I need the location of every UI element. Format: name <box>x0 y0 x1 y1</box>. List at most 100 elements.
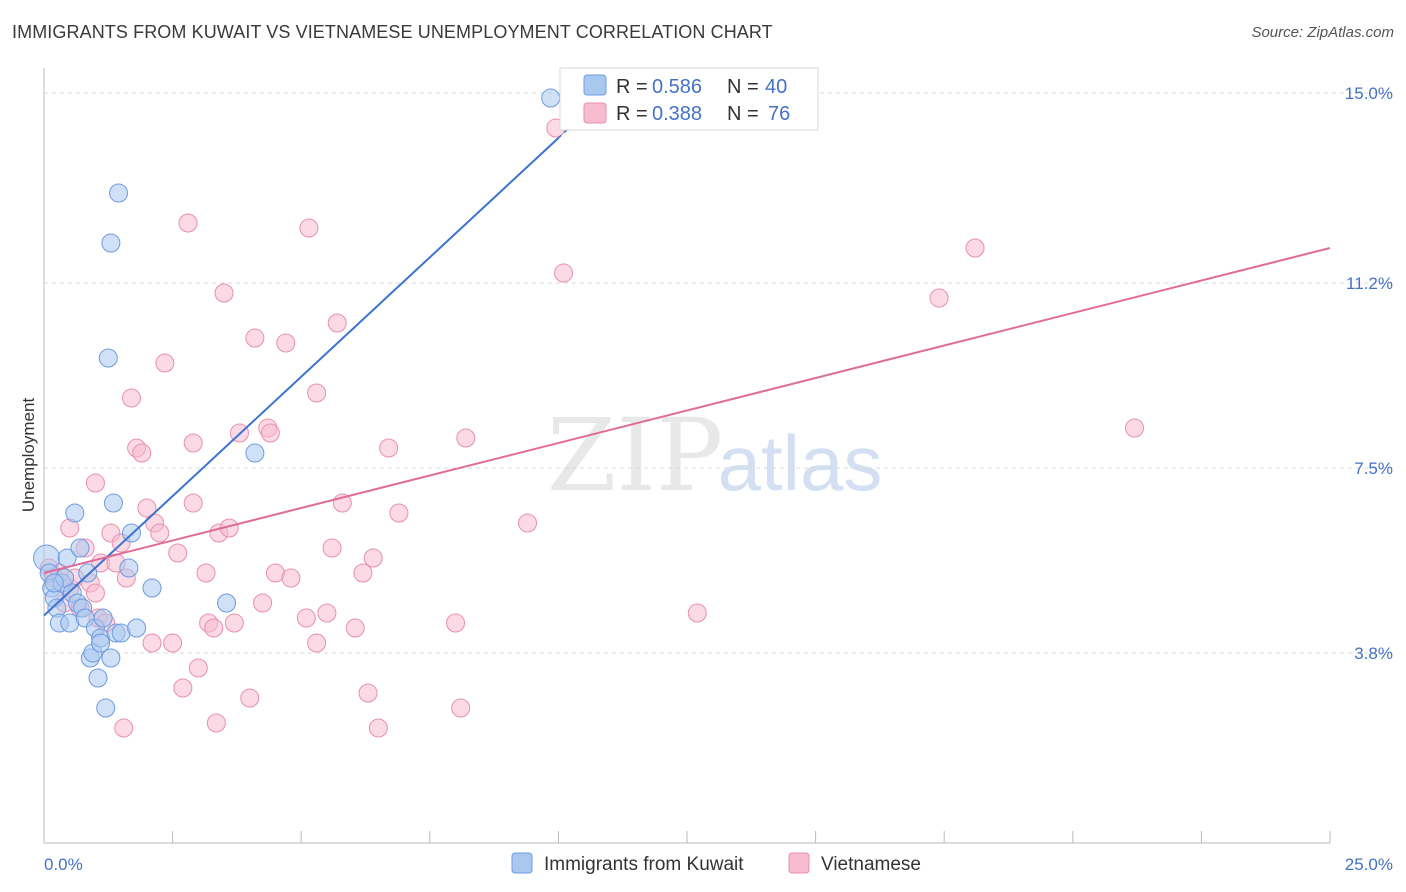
series-kuwait-points <box>33 88 561 718</box>
y-tick-label: 15.0% <box>1345 84 1393 103</box>
vietnamese-point <box>379 438 399 458</box>
vietnamese-point <box>518 513 538 533</box>
vietnamese-point <box>150 523 170 543</box>
vietnamese-point <box>358 683 378 703</box>
kuwait-point <box>44 573 64 593</box>
vietnamese-point <box>317 603 337 623</box>
vietnamese-point <box>214 283 234 303</box>
vietnamese-point <box>687 603 707 623</box>
kuwait-point <box>217 593 237 613</box>
vietnamese-point <box>353 563 373 583</box>
vietnamese-point <box>121 388 141 408</box>
vietnamese-point <box>307 633 327 653</box>
vietnamese-point <box>327 313 347 333</box>
trend-line-vietnamese <box>43 247 1331 574</box>
series-legend-swatch-kuwait <box>511 852 533 874</box>
vietnamese-point <box>554 263 574 283</box>
series-legend: Immigrants from Kuwait Vietnamese <box>511 852 921 875</box>
vietnamese-point <box>253 593 273 613</box>
kuwait-point <box>96 698 116 718</box>
vietnamese-point <box>188 658 208 678</box>
vietnamese-point <box>389 503 409 523</box>
kuwait-point <box>98 348 118 368</box>
vietnamese-point <box>368 718 388 738</box>
vietnamese-point <box>196 563 216 583</box>
vietnamese-point <box>224 613 244 633</box>
vietnamese-point <box>363 548 383 568</box>
vietnamese-point <box>173 678 193 698</box>
vietnamese-point <box>276 333 296 353</box>
watermark-atlas: atlas <box>718 419 883 507</box>
vietnamese-point <box>965 238 985 258</box>
kuwait-point <box>70 538 90 558</box>
kuwait-point <box>127 618 147 638</box>
series-legend-swatch-vietnamese <box>788 852 810 874</box>
y-tick-label: 3.8% <box>1354 644 1393 663</box>
vietnamese-point <box>206 713 226 733</box>
x-tick-label-max: 25.0% <box>1345 855 1393 874</box>
vietnamese-point <box>240 688 260 708</box>
vietnamese-point <box>132 443 152 463</box>
series-legend-label-kuwait: Immigrants from Kuwait <box>544 854 744 875</box>
vietnamese-point <box>155 353 175 373</box>
kuwait-point <box>101 648 121 668</box>
trend-lines <box>43 99 1331 617</box>
vietnamese-point <box>281 568 301 588</box>
kuwait-point <box>78 563 98 583</box>
kuwait-point <box>109 183 129 203</box>
vietnamese-point <box>183 493 203 513</box>
legend-swatch-kuwait <box>583 74 607 96</box>
x-ticks <box>172 831 1331 843</box>
vietnamese-point <box>307 383 327 403</box>
kuwait-point <box>245 443 265 463</box>
vietnamese-point <box>322 538 342 558</box>
kuwait-point <box>119 558 139 578</box>
watermark: ZIP atlas <box>547 397 883 514</box>
grid-lines <box>44 92 1393 654</box>
vietnamese-point <box>114 718 134 738</box>
watermark-zip: ZIP <box>547 397 723 514</box>
kuwait-point <box>142 578 162 598</box>
vietnamese-point <box>183 433 203 453</box>
chart-source: Source: ZipAtlas.com <box>1251 24 1394 41</box>
vietnamese-point <box>456 428 476 448</box>
vietnamese-point <box>85 583 105 603</box>
kuwait-point <box>88 668 108 688</box>
kuwait-point <box>101 233 121 253</box>
kuwait-point <box>93 608 113 628</box>
kuwait-point <box>91 633 111 653</box>
y-tick-labels: 3.8% 7.5% 11.2% 15.0% <box>1345 84 1393 663</box>
vietnamese-point <box>260 423 280 443</box>
legend-n-value-vietnamese: 76 <box>768 103 790 125</box>
kuwait-point <box>541 88 561 108</box>
x-tick-label-min: 0.0% <box>44 855 83 874</box>
trend-line-kuwait-extension <box>557 99 601 139</box>
vietnamese-point <box>142 633 162 653</box>
vietnamese-point <box>451 698 471 718</box>
legend-n-label-kuwait: N = <box>727 76 759 98</box>
vietnamese-point <box>168 543 188 563</box>
vietnamese-point <box>345 618 365 638</box>
legend-r-value-vietnamese: 0.388 <box>652 103 702 125</box>
vietnamese-point <box>137 498 157 518</box>
legend-r-label-kuwait: R = <box>616 76 648 98</box>
vietnamese-point <box>163 633 183 653</box>
vietnamese-point <box>929 288 949 308</box>
vietnamese-point <box>204 618 224 638</box>
trend-line-kuwait <box>43 137 560 617</box>
legend-n-value-kuwait: 40 <box>765 76 787 98</box>
y-axis-title: Unemployment <box>19 398 38 513</box>
vietnamese-point <box>446 613 466 633</box>
y-tick-label: 7.5% <box>1354 459 1393 478</box>
series-legend-label-vietnamese: Vietnamese <box>821 854 921 875</box>
y-tick-label: 11.2% <box>1346 274 1393 293</box>
vietnamese-point <box>299 218 319 238</box>
legend-n-label-vietnamese: N = <box>727 103 759 125</box>
vietnamese-point <box>1125 418 1145 438</box>
stats-legend: R = 0.586 N = 40 R = 0.388 N = 76 <box>559 67 819 131</box>
vietnamese-point <box>85 473 105 493</box>
vietnamese-point <box>178 213 198 233</box>
kuwait-point <box>103 493 123 513</box>
legend-r-value-kuwait: 0.586 <box>652 76 702 98</box>
